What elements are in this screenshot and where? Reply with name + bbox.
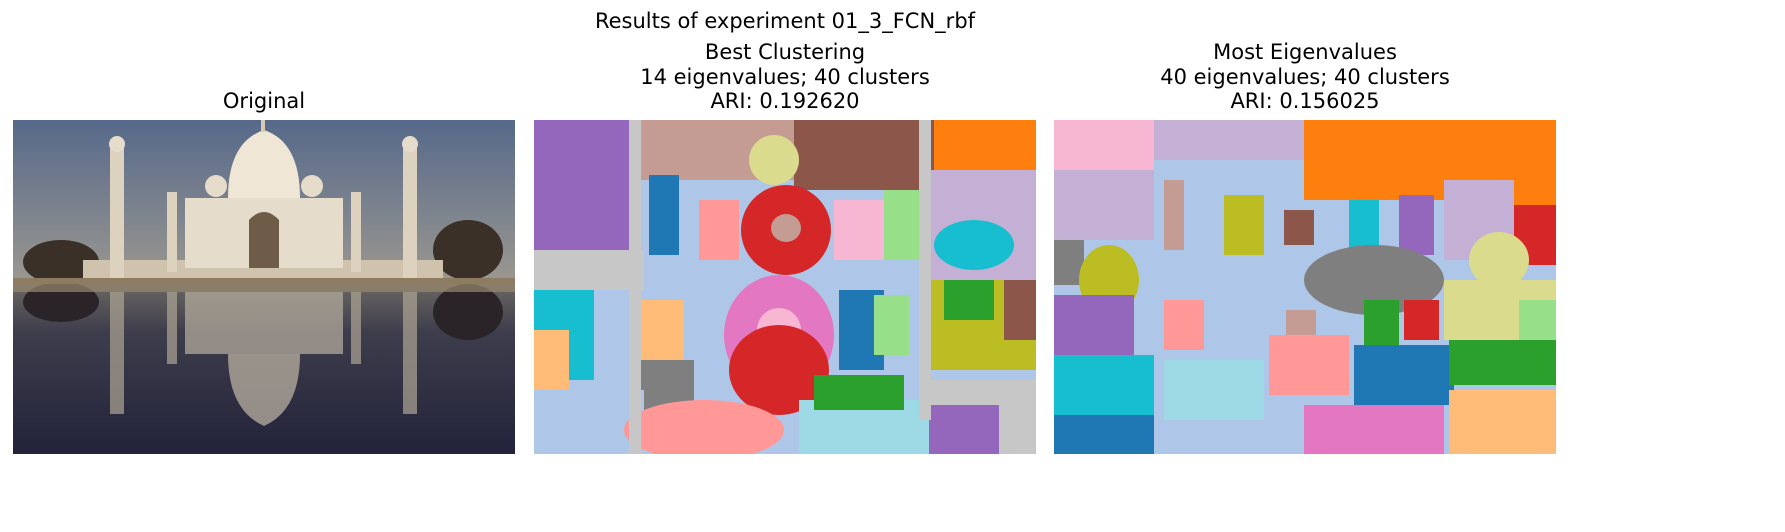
panel-title-line: Best Clustering [704, 40, 866, 64]
panel-title-line: ARI: 0.192620 [710, 89, 860, 113]
segmentation-map [1054, 120, 1556, 454]
panel-title-line: 14 eigenvalues; 40 clusters [640, 65, 930, 89]
panel-title-line: ARI: 0.156025 [1230, 89, 1380, 113]
panel-title-line: 40 eigenvalues; 40 clusters [1160, 65, 1450, 89]
original-photo [13, 120, 515, 454]
best-clustering-segmentation [534, 120, 1036, 454]
figure-suptitle: Results of experiment 01_3_FCN_rbf [594, 9, 976, 33]
segmentation-map [534, 120, 1036, 454]
panel-title-line: Most Eigenvalues [1213, 40, 1397, 64]
panel-title-line: Original [222, 89, 306, 113]
most-eigenvalues-segmentation [1054, 120, 1556, 454]
taj-mahal-photo [13, 120, 515, 454]
